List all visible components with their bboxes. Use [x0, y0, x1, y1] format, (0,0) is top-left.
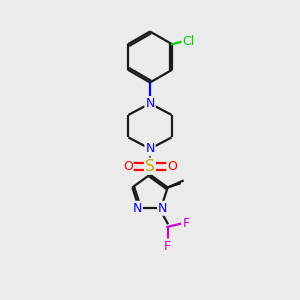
Text: N: N	[145, 142, 155, 155]
Text: N: N	[133, 202, 142, 215]
Text: O: O	[123, 160, 133, 173]
Text: N: N	[145, 97, 155, 110]
Text: Cl: Cl	[182, 35, 195, 48]
Text: N: N	[158, 202, 167, 215]
Text: O: O	[167, 160, 177, 173]
Text: F: F	[164, 239, 171, 253]
Text: F: F	[183, 217, 190, 230]
Text: S: S	[145, 159, 155, 174]
